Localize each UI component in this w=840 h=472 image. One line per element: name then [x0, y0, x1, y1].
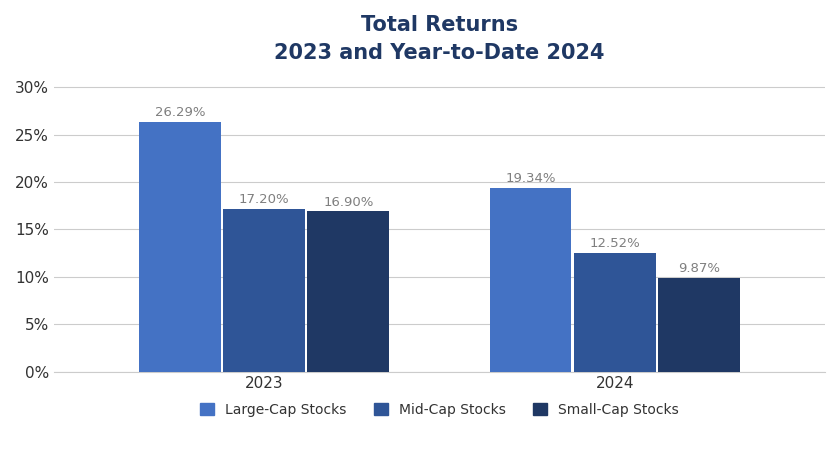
- Bar: [139, 122, 221, 371]
- Title: Total Returns
2023 and Year-to-Date 2024: Total Returns 2023 and Year-to-Date 2024: [274, 15, 605, 63]
- Bar: [490, 188, 571, 371]
- Text: 16.90%: 16.90%: [323, 195, 374, 209]
- Text: 12.52%: 12.52%: [590, 237, 640, 250]
- Text: 17.20%: 17.20%: [239, 193, 290, 206]
- Bar: [658, 278, 740, 371]
- Bar: [307, 211, 389, 371]
- Legend: Large-Cap Stocks, Mid-Cap Stocks, Small-Cap Stocks: Large-Cap Stocks, Mid-Cap Stocks, Small-…: [194, 397, 685, 422]
- Text: 9.87%: 9.87%: [678, 262, 720, 275]
- Text: 26.29%: 26.29%: [155, 107, 205, 119]
- Bar: [223, 209, 305, 371]
- Text: 19.34%: 19.34%: [506, 172, 556, 185]
- Bar: [574, 253, 655, 371]
